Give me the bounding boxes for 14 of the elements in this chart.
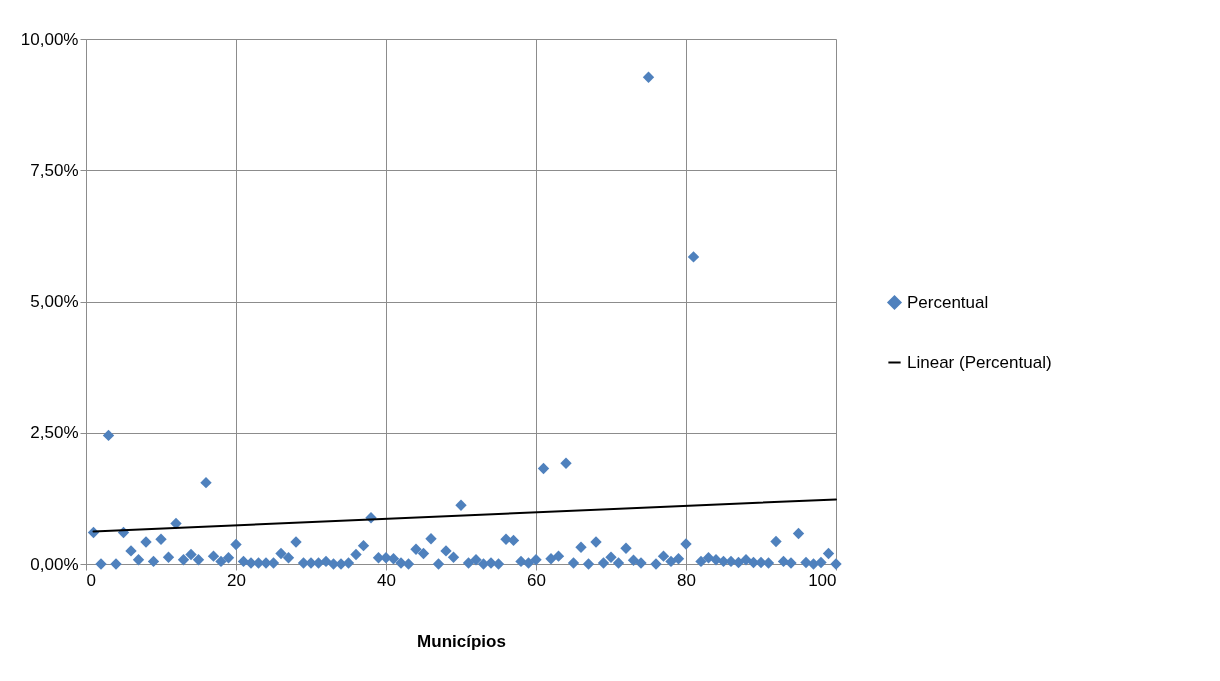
y-tick-label: 0,00% [30, 554, 79, 574]
x-axis-title: Municípios [417, 631, 506, 651]
x-tick-label: 80 [677, 570, 696, 590]
legend-label: Percentual [907, 292, 989, 312]
x-tick-label: 60 [527, 570, 546, 590]
x-tick-label: 20 [227, 570, 246, 590]
y-tick-label: 5,00% [30, 292, 79, 311]
y-tick-label: 2,50% [30, 423, 79, 443]
x-tick-label: 0 [86, 570, 96, 590]
x-tick-label: 100 [808, 570, 837, 590]
y-tick-label: 7,50% [30, 160, 79, 180]
y-tick-label: 10,00% [20, 29, 79, 49]
x-tick-label: 40 [377, 570, 396, 590]
legend-label: Linear (Percentual) [907, 352, 1052, 372]
